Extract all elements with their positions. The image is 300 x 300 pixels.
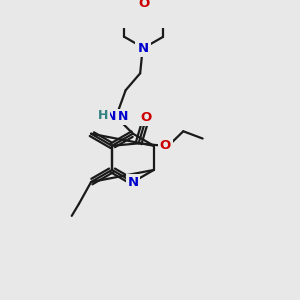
Text: N: N xyxy=(138,41,149,55)
Text: H: H xyxy=(98,110,109,122)
Text: N: N xyxy=(137,43,148,56)
Text: N: N xyxy=(118,110,128,123)
Text: O: O xyxy=(140,111,152,124)
Text: O: O xyxy=(160,139,171,152)
Text: N: N xyxy=(128,176,139,188)
Text: NH: NH xyxy=(106,110,126,123)
Text: O: O xyxy=(138,0,149,10)
